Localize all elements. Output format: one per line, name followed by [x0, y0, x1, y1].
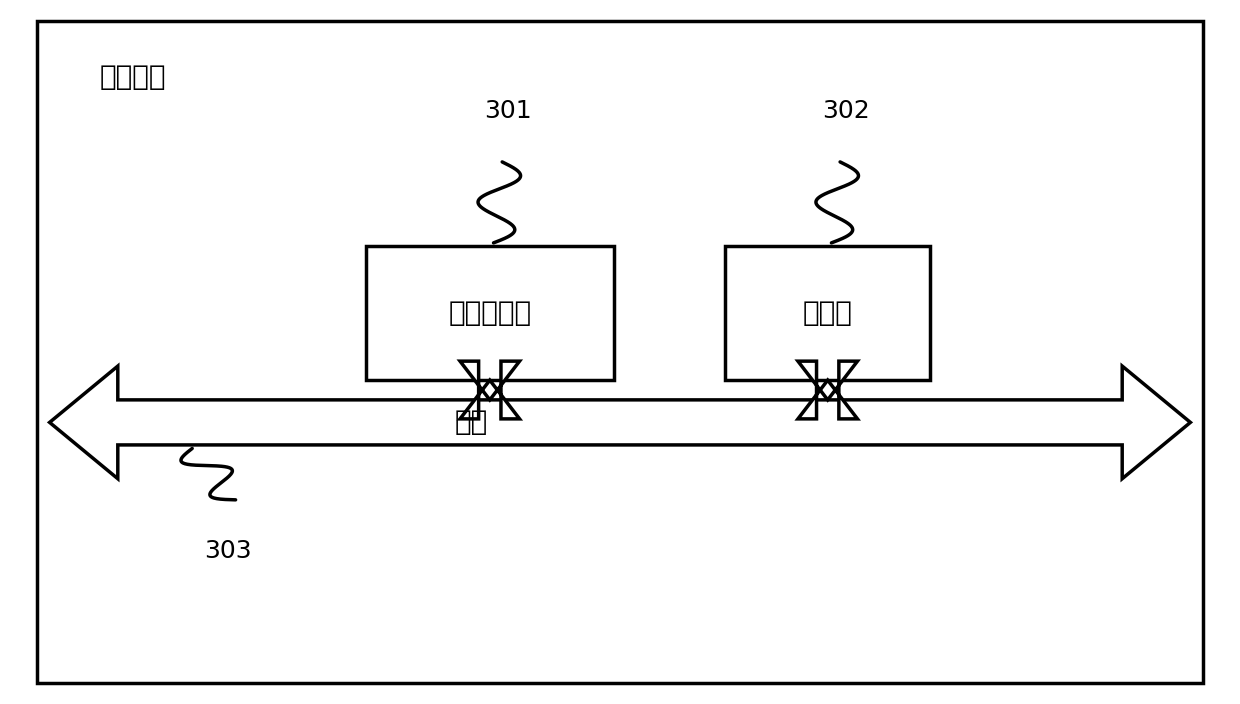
Text: 302: 302	[822, 99, 870, 123]
Text: 301: 301	[485, 99, 532, 123]
Text: 总线: 总线	[455, 408, 487, 436]
Polygon shape	[460, 361, 520, 419]
Text: 电子设备: 电子设备	[99, 63, 166, 92]
Polygon shape	[799, 361, 858, 419]
Text: 存储器: 存储器	[802, 299, 853, 327]
Text: 303: 303	[205, 539, 252, 562]
Polygon shape	[50, 366, 1190, 479]
Text: 申威处理器: 申威处理器	[448, 299, 532, 327]
Bar	[366, 246, 614, 380]
Bar	[725, 246, 930, 380]
